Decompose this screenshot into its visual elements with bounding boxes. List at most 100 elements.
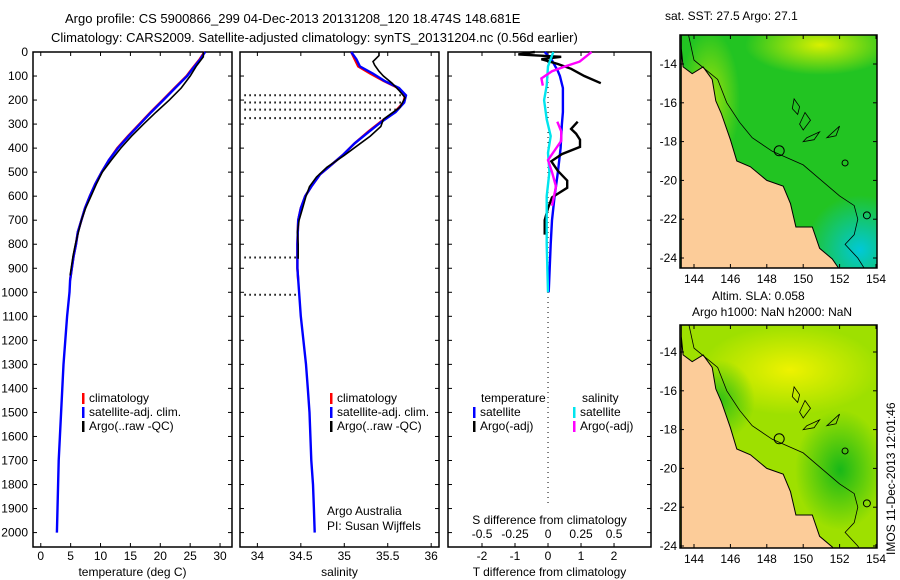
lon-tick-label: 144 [684,552,704,566]
x2-tick-label: -0.25 [501,527,529,541]
legend-label: satellite [480,405,521,419]
y-tick-label: 1600 [1,429,28,443]
y-tick-label: 300 [8,117,28,131]
map-content [680,35,877,268]
legend-label: satellite-adj. clim. [337,405,429,419]
x-tick-label: 30 [213,549,227,563]
reef-outline [825,125,840,139]
y-tick-label: 200 [8,93,28,107]
legend-swatch [573,407,576,418]
y-tick-label: 1900 [1,502,28,516]
land-mass [680,35,840,268]
lat-tick-label: -20 [660,461,678,475]
map-content [680,325,877,548]
x-tick-label: 34 [251,549,265,563]
argo-position-marker [773,145,785,157]
reef-outline [825,413,840,427]
map2-title-line1: Altim. SLA: 0.058 [712,289,805,303]
plot-frame [239,51,440,548]
legend-swatch [330,421,333,432]
lon-tick-label: 148 [757,552,777,566]
seamount-outline [841,159,849,167]
legend-label: satellite [580,405,621,419]
lat-tick-label: -18 [660,423,678,437]
x2-axis-label: S difference from climatology [472,513,627,527]
x-axis-label: salinity [321,565,358,579]
cool-sst-region [805,195,877,268]
legend-swatch [330,407,333,418]
x2-tick-label: -0.5 [472,527,493,541]
x-tick-label: 35 [338,549,352,563]
profile-panel-2: 34 34.5 35 35.5 36 salinity climatologysatelli… [239,51,440,579]
lat-tick-label: -22 [660,500,678,514]
lat-tick-label: -22 [660,212,678,226]
y-tick-label: 1400 [1,381,28,395]
series-line-argo-raw-qc- [69,52,205,276]
profile-panel-1: 0100200300400500600700800900100011001200… [1,45,233,579]
legend-swatch [82,407,85,418]
lat-tick-label: -16 [660,384,678,398]
text-overlay-layer: Argo profile: CS 5900866_299 04-Dec-2013… [51,9,898,555]
seamount-outline [841,447,849,455]
y-tick-label: 100 [8,69,28,83]
lat-tick-label: -14 [660,345,678,359]
lat-tick-label: -24 [660,539,678,553]
legend-label: climatology [337,391,397,405]
y-tick-label: 600 [8,189,28,203]
series-line-argo-adj- [540,51,593,86]
imos-timestamp: IMOS 11-Dec-2013 12:01:46 [884,402,898,555]
y-tick-label: 0 [21,45,28,59]
reef-outline [791,385,801,404]
map1-title: sat. SST: 27.5 Argo: 27.1 [665,9,798,23]
x-tick-label: -1 [510,549,521,563]
y-tick-label: 700 [8,213,28,227]
x-tick-label: 2 [611,549,618,563]
legend-header-salinity: salinity [582,391,619,405]
figure-title-line2: Climatology: CARS2009. Satellite-adjuste… [51,30,578,45]
x2-tick-label: 0.25 [569,527,593,541]
x2-tick-label: 0 [545,527,552,541]
depth-contour [688,325,860,548]
depth-contour [688,35,865,268]
y-tick-label: 1500 [1,405,28,419]
x-tick-label: 15 [124,549,138,563]
y-tick-label: 1300 [1,357,28,371]
y-tick-label: 900 [8,261,28,275]
plots-layer: 0100200300400500600700800900100011001200… [1,34,886,579]
legend-swatch [82,393,85,404]
argo-position-marker [773,433,785,445]
y-tick-label: 1800 [1,478,28,492]
lon-tick-label: 146 [720,552,740,566]
low-sla-region [795,410,877,530]
map-panel-2: -14 -16 -18 -20 -22 -24 144 146 148 150 152 154 [660,324,886,566]
lon-tick-label: 148 [757,272,777,286]
x-tick-label: 0 [37,549,44,563]
lat-tick-label: -14 [660,57,678,71]
x-axis-label: T difference from climatology [473,565,627,579]
x-tick-label: 36 [424,549,438,563]
x-tick-label: 20 [154,549,168,563]
credit-line1: Argo Australia [327,504,402,518]
lon-tick-label: 150 [793,272,813,286]
y-tick-label: 1700 [1,453,28,467]
reef-outline [791,97,801,116]
land-mass [680,325,834,548]
map2-title-line2: Argo h1000: NaN h2000: NaN [692,305,852,319]
seamount-outline [862,499,871,508]
reef-outline [799,111,811,131]
credit-line2: PI: Susan Wijffels [327,519,421,533]
lon-tick-label: 150 [793,552,813,566]
x-axis-label: temperature (deg C) [78,565,186,579]
warm-sst-region [745,35,877,75]
lat-tick-label: -24 [660,251,678,265]
legend-header-temperature: temperature [481,391,546,405]
map-frame [679,34,878,269]
x2-tick-label: 0.5 [606,527,623,541]
legend-swatch [82,421,85,432]
legend-swatch [473,421,476,432]
y-tick-label: 1100 [2,309,28,323]
lat-tick-label: -16 [660,96,678,110]
y-tick-label: 400 [8,141,28,155]
